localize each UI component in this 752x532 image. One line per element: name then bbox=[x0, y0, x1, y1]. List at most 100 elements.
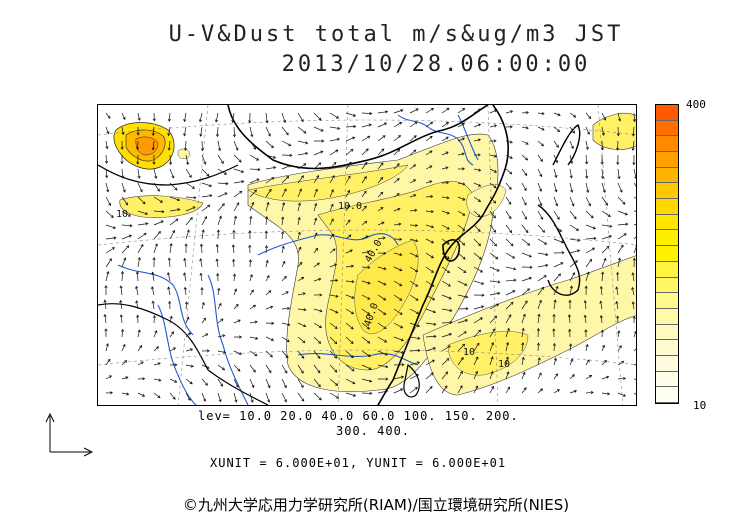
wind-arrow-head bbox=[417, 348, 421, 353]
wind-arrow-head bbox=[350, 326, 354, 330]
wind-arrow bbox=[441, 371, 448, 380]
wind-arrow-head bbox=[575, 227, 580, 231]
wind-arrow bbox=[281, 140, 291, 146]
color-scale-segment bbox=[656, 199, 678, 215]
wind-arrow bbox=[393, 163, 400, 170]
wind-arrow-head bbox=[201, 301, 205, 306]
wind-arrow-head bbox=[285, 355, 289, 359]
wind-arrow-head bbox=[135, 271, 140, 275]
wind-arrow bbox=[425, 195, 433, 198]
wind-arrow-head bbox=[298, 246, 302, 250]
wind-arrow-head bbox=[616, 162, 620, 166]
wind-arrow-head bbox=[536, 327, 540, 331]
wind-arrow-head bbox=[399, 268, 403, 272]
wind-arrow bbox=[457, 319, 468, 324]
wind-arrow bbox=[345, 280, 355, 283]
wind-arrow bbox=[105, 154, 107, 164]
wind-arrow-head bbox=[201, 229, 205, 233]
wind-arrow bbox=[409, 194, 416, 198]
wind-arrow-head bbox=[567, 314, 572, 318]
wind-arrow-head bbox=[154, 243, 158, 247]
wind-arrow-head bbox=[560, 240, 564, 244]
wind-arrow-head bbox=[430, 209, 434, 214]
wind-arrow-head bbox=[287, 306, 291, 310]
wind-arrow-head bbox=[199, 133, 203, 137]
wind-arrow-head bbox=[599, 314, 603, 319]
wind-arrow bbox=[569, 272, 575, 282]
wind-arrow-head bbox=[401, 350, 405, 354]
wind-arrow-head bbox=[600, 147, 604, 151]
wind-arrow bbox=[473, 385, 478, 394]
wind-arrow bbox=[105, 343, 109, 352]
wind-arrow bbox=[441, 151, 449, 156]
wind-arrow bbox=[265, 336, 274, 341]
wind-arrow bbox=[601, 126, 605, 136]
wind-arrow-head bbox=[510, 301, 514, 305]
wind-arrow bbox=[329, 204, 334, 212]
wind-arrow bbox=[632, 272, 635, 282]
wind-arrow-head bbox=[380, 176, 384, 180]
wind-arrow-head bbox=[476, 342, 480, 346]
wind-arrow bbox=[377, 207, 384, 212]
color-scale-segment bbox=[656, 230, 678, 247]
wind-arrow bbox=[297, 217, 300, 226]
wind-arrow-head bbox=[250, 399, 254, 403]
wind-arrow-head bbox=[446, 211, 450, 215]
wind-arrow bbox=[569, 168, 572, 178]
wind-arrow bbox=[617, 392, 626, 397]
wind-arrow bbox=[489, 280, 500, 283]
wind-arrow bbox=[457, 108, 465, 114]
wind-arrow bbox=[425, 372, 434, 380]
wind-arrow-head bbox=[512, 255, 516, 259]
wind-arrow bbox=[521, 328, 524, 338]
wind-arrow bbox=[361, 308, 370, 315]
wind-arrow bbox=[585, 359, 590, 366]
wind-arrow-head bbox=[513, 267, 517, 271]
wind-arrow-head bbox=[380, 162, 384, 166]
wind-arrow-head bbox=[508, 186, 512, 190]
wind-arrow bbox=[313, 203, 317, 212]
wind-arrow-head bbox=[204, 382, 208, 386]
wind-arrow bbox=[537, 112, 545, 115]
wind-arrow bbox=[313, 364, 321, 374]
wind-arrow-head bbox=[509, 140, 513, 144]
wind-arrow bbox=[473, 280, 484, 285]
wind-arrow bbox=[217, 154, 224, 164]
wind-arrow-head bbox=[252, 369, 256, 373]
wind-arrow-head bbox=[273, 166, 277, 170]
wind-arrow bbox=[553, 140, 559, 148]
wind-arrow bbox=[169, 182, 178, 191]
wind-arrow-head bbox=[270, 305, 274, 309]
wind-arrow-head bbox=[186, 316, 190, 320]
wind-arrow bbox=[183, 126, 187, 136]
wind-arrow-head bbox=[145, 222, 149, 226]
dust-ne-patch bbox=[592, 112, 636, 150]
wind-arrow-head bbox=[599, 300, 603, 304]
wind-arrow-head bbox=[288, 143, 292, 147]
wind-arrow-head bbox=[317, 370, 321, 374]
wind-arrow bbox=[153, 346, 159, 352]
wind-arrow bbox=[633, 223, 636, 226]
wind-arrow bbox=[233, 168, 244, 173]
wind-arrow bbox=[281, 307, 290, 310]
wind-arrow-head bbox=[525, 126, 529, 130]
wind-arrow-head bbox=[265, 259, 269, 263]
wind-arrow-head bbox=[203, 161, 207, 165]
wind-arrow bbox=[265, 126, 271, 137]
wind-arrow bbox=[569, 140, 574, 149]
wind-arrow bbox=[169, 154, 172, 165]
wind-arrow-head bbox=[525, 157, 529, 161]
wind-arrow-head bbox=[510, 110, 514, 114]
wind-arrow-head bbox=[122, 116, 126, 121]
wind-arrow bbox=[329, 308, 338, 314]
wind-arrow bbox=[297, 261, 303, 268]
wind-arrow-head bbox=[560, 262, 564, 266]
wind-arrow bbox=[136, 271, 139, 282]
wind-arrow-head bbox=[600, 329, 604, 333]
wind-arrow-head bbox=[137, 329, 141, 333]
wind-arrow bbox=[105, 196, 111, 206]
wind-arrow-head bbox=[171, 331, 174, 335]
wind-arrow-head bbox=[319, 309, 323, 313]
wind-arrow-head bbox=[429, 135, 433, 139]
wind-arrow-head bbox=[237, 368, 241, 372]
